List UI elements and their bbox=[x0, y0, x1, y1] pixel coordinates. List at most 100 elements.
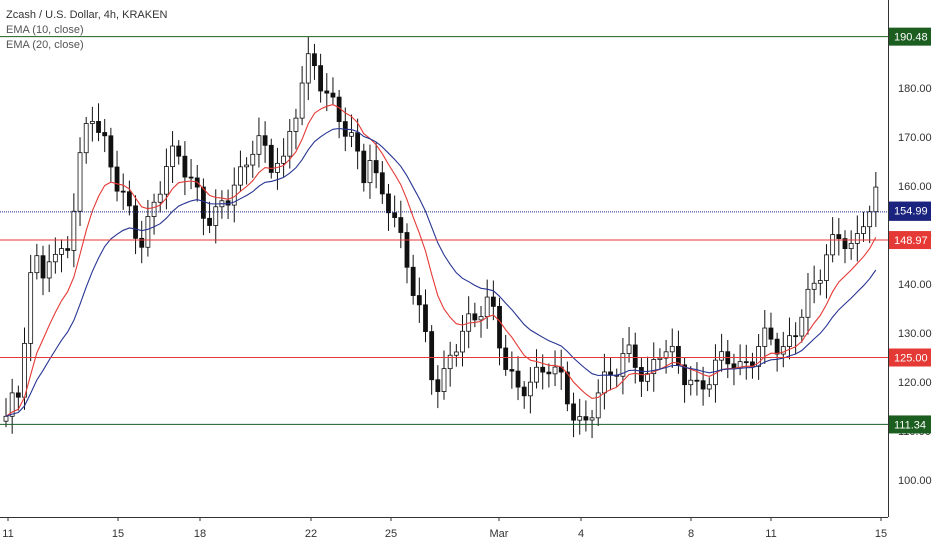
candle bbox=[768, 327, 774, 340]
candle bbox=[22, 342, 27, 398]
candle bbox=[848, 243, 854, 250]
candle bbox=[503, 347, 509, 370]
x-tick-label: 18 bbox=[194, 528, 206, 540]
current-price-tag-label: 154.99 bbox=[894, 206, 928, 218]
candle bbox=[626, 344, 632, 354]
candle bbox=[163, 166, 169, 195]
candle bbox=[15, 392, 21, 398]
candle bbox=[787, 335, 792, 347]
candle bbox=[330, 92, 336, 98]
candle bbox=[706, 384, 712, 390]
price-level-tag bbox=[889, 231, 931, 250]
candle bbox=[423, 304, 428, 332]
candle bbox=[287, 130, 293, 157]
candle bbox=[441, 368, 447, 392]
candle bbox=[244, 164, 249, 168]
x-tick-label: 4 bbox=[578, 528, 584, 540]
candle bbox=[83, 123, 89, 154]
x-tick-label: 8 bbox=[688, 528, 694, 540]
candle bbox=[28, 272, 34, 344]
candle bbox=[460, 330, 465, 353]
candle bbox=[299, 82, 305, 119]
price-level-tag bbox=[889, 27, 931, 46]
candle bbox=[77, 152, 83, 212]
candle bbox=[830, 234, 836, 256]
y-tick-label: 160.00 bbox=[898, 181, 932, 193]
candle bbox=[126, 191, 132, 207]
candle bbox=[645, 373, 650, 382]
candle bbox=[447, 354, 453, 370]
candle bbox=[595, 392, 601, 419]
price-level-tag-label: 125.00 bbox=[894, 353, 928, 365]
candle bbox=[176, 145, 182, 157]
ema-20-line bbox=[5, 127, 877, 417]
candle bbox=[854, 233, 860, 244]
candle bbox=[312, 53, 317, 67]
candle bbox=[71, 210, 77, 251]
candle bbox=[719, 351, 725, 361]
price-level-tag bbox=[889, 415, 931, 434]
candle bbox=[663, 351, 669, 359]
candle bbox=[318, 65, 324, 92]
y-tick-label: 100.00 bbox=[898, 475, 932, 487]
candle bbox=[521, 386, 527, 397]
current-price-tag bbox=[889, 201, 931, 220]
price-level-tag-label: 190.48 bbox=[894, 32, 928, 44]
candle bbox=[799, 316, 805, 337]
price-level-tag bbox=[889, 348, 931, 367]
x-tick-label: 22 bbox=[305, 528, 317, 540]
price-level-tag-label: 111.34 bbox=[894, 419, 926, 431]
candle bbox=[657, 357, 663, 360]
candle bbox=[250, 153, 256, 166]
price-level-tag-label: 148.97 bbox=[894, 235, 928, 247]
candle bbox=[453, 351, 459, 356]
candle bbox=[867, 211, 873, 228]
candle bbox=[416, 295, 422, 306]
y-tick-label: 180.00 bbox=[898, 83, 932, 95]
candle bbox=[262, 135, 268, 146]
x-tick-label: 15 bbox=[875, 528, 887, 540]
candle bbox=[490, 296, 496, 307]
ema-10-label: EMA (10, close) bbox=[6, 24, 84, 36]
candle bbox=[182, 155, 188, 178]
x-tick-label: 11 bbox=[765, 528, 776, 540]
candle bbox=[256, 135, 262, 155]
candle bbox=[824, 254, 829, 281]
candle bbox=[515, 370, 521, 388]
candle bbox=[349, 132, 354, 137]
candle bbox=[410, 266, 416, 296]
candle bbox=[780, 346, 786, 355]
candle bbox=[577, 416, 583, 421]
candle bbox=[817, 280, 823, 284]
candle bbox=[743, 361, 749, 364]
candle bbox=[373, 160, 379, 174]
candle bbox=[694, 379, 700, 382]
candle bbox=[89, 121, 95, 124]
candle bbox=[34, 255, 40, 274]
candle bbox=[293, 117, 299, 132]
candle bbox=[676, 345, 681, 366]
candle bbox=[534, 366, 539, 383]
candle bbox=[151, 201, 157, 217]
candle bbox=[157, 193, 163, 203]
candle bbox=[682, 364, 687, 386]
candle bbox=[811, 282, 817, 290]
candle bbox=[108, 135, 114, 168]
candle bbox=[120, 190, 126, 193]
candle bbox=[546, 371, 552, 375]
candle bbox=[429, 331, 435, 381]
candle bbox=[139, 237, 145, 248]
x-tick-label: 25 bbox=[385, 528, 397, 540]
candle bbox=[379, 172, 385, 195]
candle bbox=[472, 313, 478, 321]
candle bbox=[361, 150, 367, 184]
candle bbox=[367, 160, 373, 184]
candle bbox=[392, 212, 398, 218]
candle bbox=[793, 335, 799, 338]
y-tick-label: 170.00 bbox=[898, 132, 932, 144]
candle bbox=[478, 316, 484, 321]
candle bbox=[762, 327, 768, 347]
candle bbox=[527, 381, 533, 397]
candle bbox=[324, 90, 330, 94]
